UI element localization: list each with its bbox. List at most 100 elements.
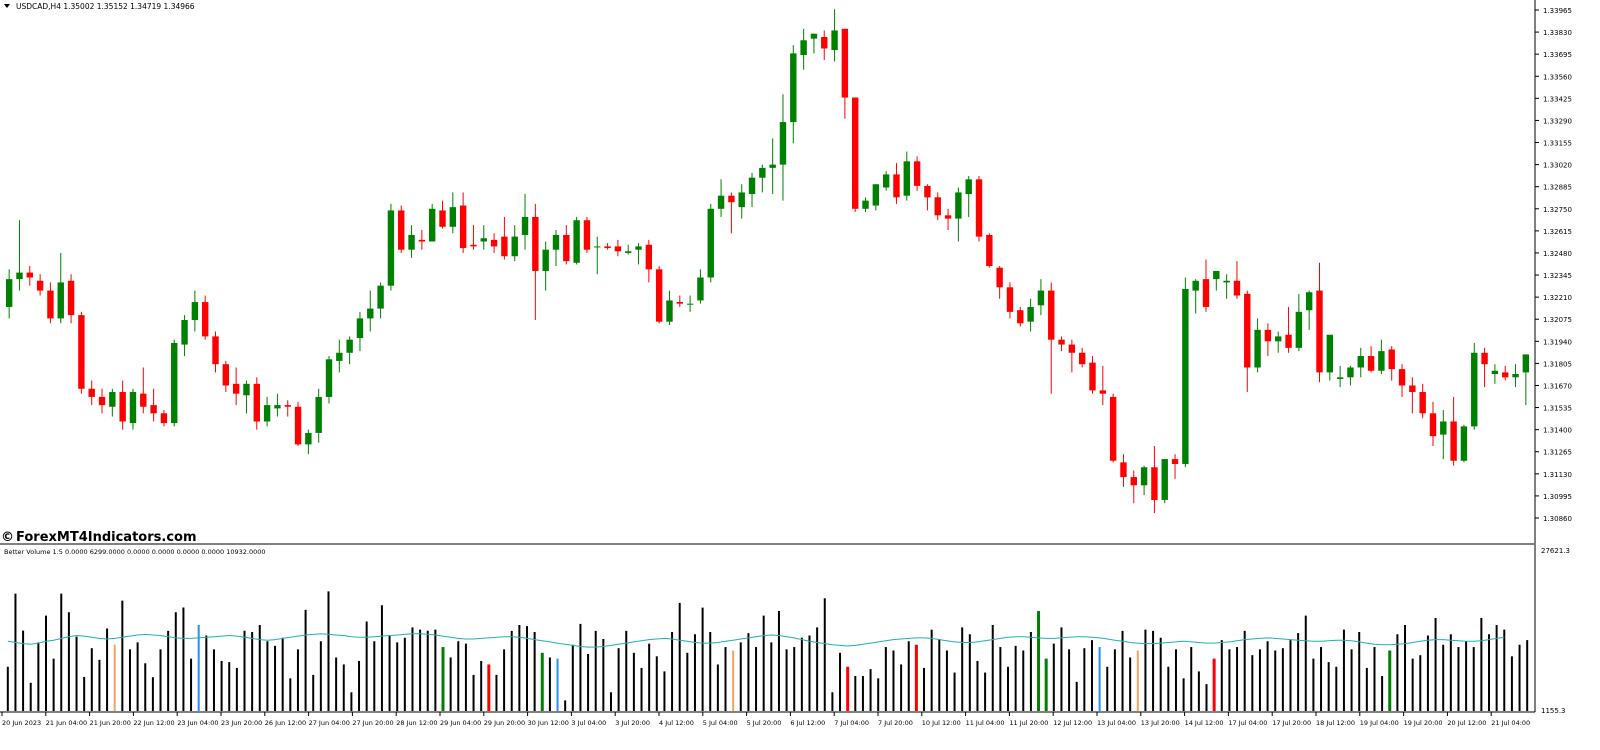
candle-body: [821, 36, 828, 49]
candle-body: [841, 28, 849, 98]
candle-body: [336, 352, 343, 361]
price-tick-label: 1.31805: [1543, 360, 1572, 368]
candle-body: [253, 383, 260, 422]
time-tick-label: 19 Jul 04:00: [1360, 719, 1399, 727]
time-tick-label: 5 Jul 20:00: [747, 719, 782, 727]
candle-body: [1182, 288, 1189, 465]
candle-body: [965, 179, 972, 195]
time-tick-label: 10 Jul 12:00: [922, 719, 961, 727]
candle-body: [1006, 287, 1014, 312]
candle-body: [1192, 280, 1199, 291]
candle-body: [1502, 372, 1509, 378]
candle-body: [1522, 354, 1530, 373]
candle-body: [1151, 467, 1158, 501]
candle-body: [1233, 280, 1241, 296]
candle-body: [1285, 334, 1292, 348]
candle-body: [552, 234, 560, 250]
candle-body: [1512, 374, 1519, 378]
candle-body: [1161, 459, 1168, 501]
candle-body: [1017, 310, 1024, 324]
candle-body: [604, 246, 611, 249]
candle-body: [1440, 421, 1447, 435]
candle-body: [284, 405, 291, 407]
candle-body: [367, 308, 374, 319]
candle-body: [924, 185, 931, 198]
candle-body: [1275, 336, 1282, 342]
candle-body: [150, 405, 157, 414]
candle-body: [1316, 290, 1323, 373]
time-tick-label: 5 Jul 04:00: [703, 719, 738, 727]
volume-ma-line: [7, 633, 1505, 648]
candle-body: [449, 207, 457, 227]
candle-body: [418, 239, 426, 242]
candle-body: [140, 393, 147, 407]
candle-body: [1326, 334, 1334, 373]
time-tick-label: 14 Jul 12:00: [1185, 719, 1224, 727]
volume-tick-label: 27621.3: [1541, 547, 1570, 555]
price-tick-label: 1.33020: [1543, 162, 1572, 170]
candle-body: [511, 236, 518, 257]
price-tick-label: 1.33830: [1543, 29, 1572, 37]
price-pane: [5, 9, 1530, 514]
candle-body: [1305, 292, 1313, 311]
candle-body: [1481, 352, 1488, 365]
candle-body: [171, 342, 178, 424]
candle-body: [377, 285, 384, 309]
price-tick-label: 1.33155: [1543, 140, 1572, 148]
candle-body: [903, 161, 910, 196]
candle-body: [686, 303, 694, 305]
candle-body: [1295, 311, 1303, 348]
candle-body: [769, 164, 776, 168]
price-tick-label: 1.30860: [1543, 515, 1572, 523]
candle-body: [1140, 467, 1148, 486]
time-tick-label: 7 Jul 04:00: [834, 719, 869, 727]
candle-body: [1048, 290, 1055, 340]
candle-body: [398, 210, 405, 250]
candle-body: [47, 290, 54, 319]
candle-body: [779, 122, 787, 165]
time-tick-label: 21 Jul 04:00: [1491, 719, 1530, 727]
candle-body: [16, 272, 23, 280]
copyright-icon: ©: [1, 530, 14, 545]
time-tick-label: 29 Jun 20:00: [484, 719, 525, 727]
time-tick-label: 12 Jul 12:00: [1053, 719, 1092, 727]
time-tick-label: 19 Jul 20:00: [1404, 719, 1443, 727]
price-tick-label: 1.32210: [1543, 294, 1572, 302]
watermark-text: ForexMT4Indicators.com: [16, 530, 197, 545]
candle-body: [263, 405, 271, 422]
candle-body: [459, 205, 467, 249]
candle-body: [1398, 369, 1406, 386]
price-tick-label: 1.33965: [1543, 7, 1572, 15]
candle-body: [1471, 352, 1478, 427]
time-tick-label: 13 Jul 04:00: [1097, 719, 1136, 727]
volume-pane: [6, 591, 1529, 711]
candle-body: [119, 392, 126, 422]
time-tick-label: 17 Jul 20:00: [1272, 719, 1311, 727]
candle-body: [294, 406, 302, 445]
symbol-header: USDCAD,H4 1.35002 1.35152 1.34719 1.3496…: [16, 2, 195, 11]
candle-body: [480, 238, 487, 242]
candle-body: [1078, 352, 1086, 365]
time-tick-label: 3 Jul 20:00: [615, 719, 650, 727]
time-tick-label: 20 Jun 2023: [2, 719, 41, 727]
candle-body: [1347, 367, 1354, 378]
candle-body: [36, 280, 44, 291]
candle-body: [305, 432, 312, 445]
time-tick-label: 23 Jun 04:00: [177, 719, 218, 727]
price-tick-label: 1.31130: [1543, 471, 1572, 479]
candle-body: [1244, 293, 1251, 368]
candle-body: [882, 174, 890, 188]
candle-body: [944, 215, 952, 219]
candle-body: [1099, 390, 1107, 394]
candle-body: [800, 40, 807, 55]
candle-body: [717, 195, 725, 209]
candle-body: [1130, 477, 1137, 486]
time-tick-label: 28 Jun 12:00: [396, 719, 437, 727]
candle-body: [852, 97, 859, 209]
candle-body: [98, 396, 106, 406]
candle-body: [1419, 392, 1426, 414]
candle-body: [1460, 426, 1468, 461]
candle-body: [274, 405, 281, 409]
price-tick-label: 1.30995: [1543, 493, 1572, 501]
